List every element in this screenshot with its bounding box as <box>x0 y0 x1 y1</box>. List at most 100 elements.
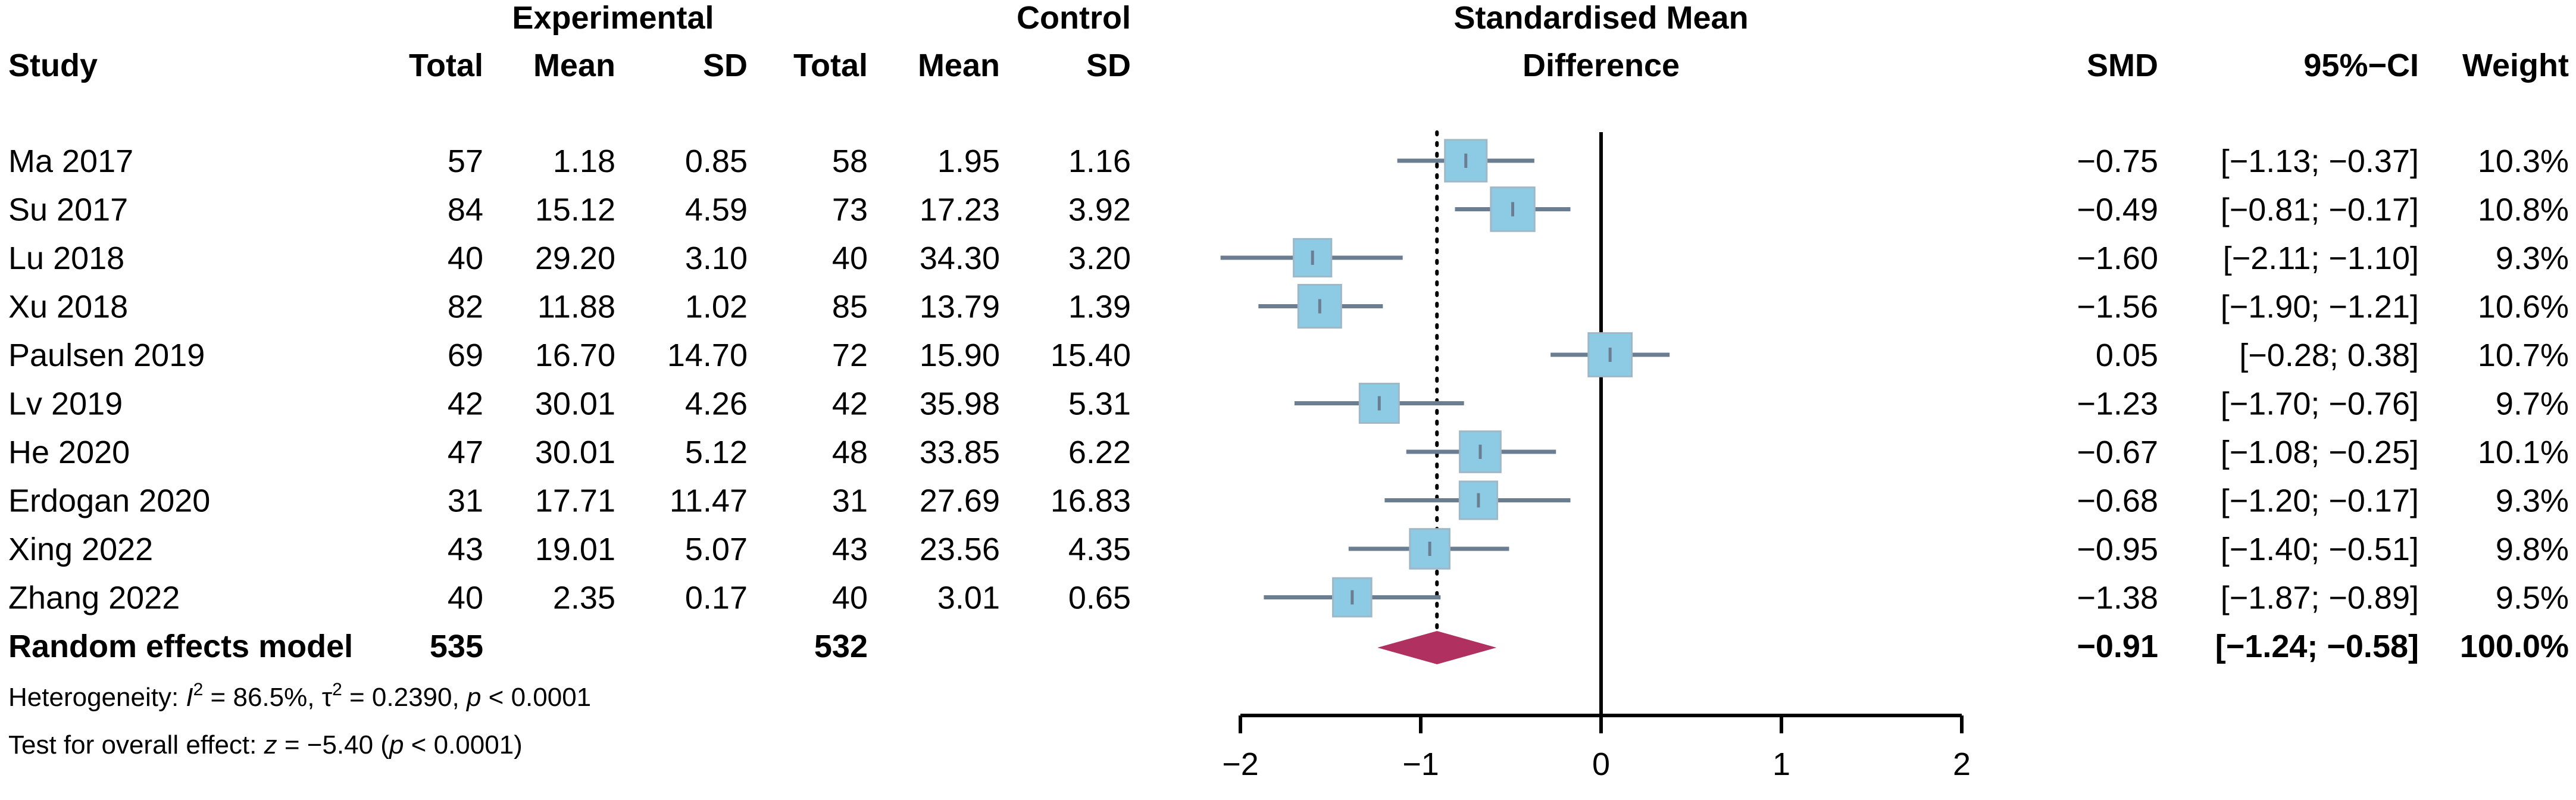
exp-total: 43 <box>448 532 483 567</box>
study-smd: −0.67 <box>2077 435 2158 470</box>
study-name: Erdogan 2020 <box>8 483 210 519</box>
ctl-mean: 27.69 <box>920 483 1000 519</box>
header-ctl-sd: SD <box>1086 48 1131 83</box>
heterogeneity-p-value: < 0.0001 <box>481 683 591 712</box>
study-smd: −0.68 <box>2077 483 2158 519</box>
exp-sd: 5.12 <box>685 435 748 470</box>
study-smd: −0.95 <box>2077 532 2158 567</box>
ctl-total: 58 <box>832 143 868 179</box>
study-weight: 9.7% <box>2496 386 2569 422</box>
x-axis-tick-label: −1 <box>1402 746 1439 782</box>
study-smd: −1.23 <box>2077 386 2158 422</box>
header-exp-mean: Mean <box>533 48 615 83</box>
exp-total: 69 <box>448 338 483 373</box>
ctl-sd: 5.31 <box>1068 386 1131 422</box>
i2-symbol: I <box>186 683 193 712</box>
study-smd: −0.75 <box>2077 143 2158 179</box>
exp-mean: 11.88 <box>537 289 615 325</box>
ctl-total: 48 <box>832 435 868 470</box>
exp-total: 57 <box>448 143 483 179</box>
study-name: Zhang 2022 <box>8 580 180 616</box>
exp-sd: 3.10 <box>685 240 748 276</box>
exp-sd: 4.26 <box>685 386 748 422</box>
x-axis-tick-label: 0 <box>1592 746 1610 782</box>
exp-mean: 2.35 <box>553 580 615 616</box>
ctl-sd: 15.40 <box>1051 338 1131 373</box>
exp-mean: 15.12 <box>535 192 615 228</box>
study-ci: [−0.28; 0.38] <box>2239 338 2419 373</box>
study-name: He 2020 <box>8 435 130 470</box>
study-smd: −0.49 <box>2077 192 2158 228</box>
overall-p-value: < 0.0001) <box>404 730 522 760</box>
exp-mean: 19.01 <box>535 532 615 567</box>
study-name: Paulsen 2019 <box>8 338 205 373</box>
ctl-mean: 13.79 <box>920 289 1000 325</box>
study-name: Lu 2018 <box>8 240 124 276</box>
exp-mean: 29.20 <box>535 240 615 276</box>
x-axis-tick-label: 2 <box>1953 746 1971 782</box>
study-ci: [−1.08; −0.25] <box>2221 435 2419 470</box>
ctl-sd: 4.35 <box>1068 532 1131 567</box>
ctl-sd: 6.22 <box>1068 435 1131 470</box>
x-axis-tick-label: −2 <box>1222 746 1259 782</box>
ctl-total: 40 <box>832 240 868 276</box>
ctl-total: 73 <box>832 192 868 228</box>
ctl-mean: 3.01 <box>937 580 1000 616</box>
ctl-mean: 33.85 <box>920 435 1000 470</box>
ctl-total: 31 <box>832 483 868 519</box>
header-experimental: Experimental <box>512 0 714 36</box>
ctl-total: 42 <box>832 386 868 422</box>
study-weight: 10.1% <box>2478 435 2569 470</box>
header-smd-title-line2: Difference <box>1523 48 1680 83</box>
ctl-mean: 15.90 <box>920 338 1000 373</box>
ctl-mean: 23.56 <box>920 532 1000 567</box>
study-ci: [−1.13; −0.37] <box>2221 143 2419 179</box>
pooled-ci: [−1.24; −0.58] <box>2215 629 2419 664</box>
i2-superscript: 2 <box>193 680 204 699</box>
exp-mean: 30.01 <box>535 435 615 470</box>
study-smd: 0.05 <box>2096 338 2158 373</box>
header-ctl-mean: Mean <box>918 48 1000 83</box>
exp-mean: 30.01 <box>535 386 615 422</box>
header-ctl-total: Total <box>793 48 868 83</box>
study-marks <box>1220 139 1670 618</box>
exp-sd: 0.17 <box>685 580 748 616</box>
x-axis: −2 −1 0 1 2 <box>1222 714 1971 782</box>
z-symbol: z <box>264 730 277 760</box>
study-ci: [−1.40; −0.51] <box>2221 532 2419 567</box>
study-ci: [−2.11; −1.10] <box>2223 240 2419 276</box>
ctl-mean: 34.30 <box>920 240 1000 276</box>
tau-superscript: 2 <box>332 680 342 699</box>
study-name: Su 2017 <box>8 192 128 228</box>
exp-sd: 0.85 <box>685 143 748 179</box>
study-weight: 10.8% <box>2478 192 2569 228</box>
study-smd: −1.38 <box>2077 580 2158 616</box>
ctl-sd: 3.92 <box>1068 192 1131 228</box>
study-weight: 10.6% <box>2478 289 2569 325</box>
ctl-total: 40 <box>832 580 868 616</box>
ctl-sd: 16.83 <box>1051 483 1131 519</box>
exp-sd: 5.07 <box>685 532 748 567</box>
study-weight: 9.3% <box>2496 240 2569 276</box>
study-rows: Ma 2017 57 1.18 0.85 58 1.95 1.16 −0.75 [−1.13; … <box>8 143 2569 616</box>
header-smd: SMD <box>2087 48 2158 83</box>
ctl-total: 72 <box>832 338 868 373</box>
exp-sd: 1.02 <box>685 289 748 325</box>
ctl-sd: 3.20 <box>1068 240 1131 276</box>
pooled-diamond <box>1377 631 1497 664</box>
exp-total: 82 <box>448 289 483 325</box>
header-weight: Weight <box>2462 48 2569 83</box>
heterogeneity-p-symbol: p <box>465 683 481 712</box>
heterogeneity-text: Heterogeneity: I2 = 86.5%, τ2 = 0.2390, … <box>8 680 591 712</box>
study-weight: 10.7% <box>2478 338 2569 373</box>
study-ci: [−1.70; −0.76] <box>2221 386 2419 422</box>
study-weight: 9.3% <box>2496 483 2569 519</box>
exp-mean: 1.18 <box>553 143 615 179</box>
exp-sd: 11.47 <box>670 483 748 519</box>
pooled-row: Random effects model 535 532 −0.91 [−1.2… <box>8 629 2569 664</box>
overall-prefix: Test for overall effect: <box>8 730 264 760</box>
study-ci: [−1.87; −0.89] <box>2221 580 2419 616</box>
overall-effect-text: Test for overall effect: z = −5.40 (p < … <box>8 730 523 760</box>
exp-total: 42 <box>448 386 483 422</box>
